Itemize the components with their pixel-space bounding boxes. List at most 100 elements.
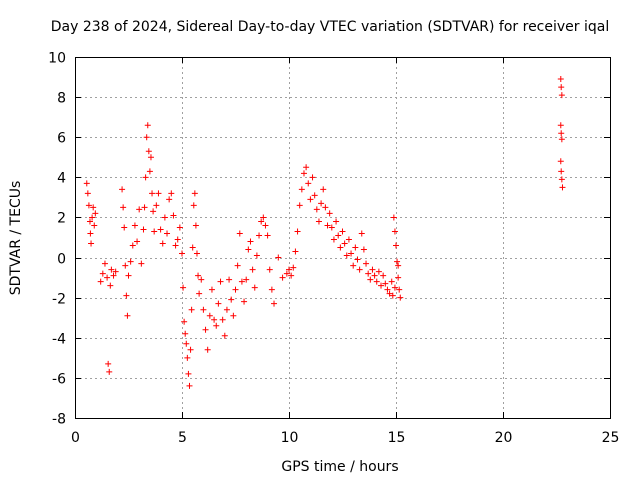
data-point — [104, 274, 111, 281]
data-point — [164, 230, 171, 237]
data-point — [97, 278, 104, 285]
data-point — [179, 250, 185, 257]
data-point — [391, 228, 398, 235]
data-point — [87, 230, 94, 237]
x-tick-label: 20 — [495, 430, 513, 446]
data-point — [558, 84, 565, 91]
data-point — [200, 306, 207, 313]
data-point — [271, 300, 278, 307]
data-point — [378, 282, 385, 289]
data-point — [330, 236, 337, 243]
data-point — [219, 316, 226, 323]
data-point — [105, 360, 112, 367]
data-point — [153, 202, 160, 209]
y-tick-label: -8 — [52, 412, 66, 428]
data-point — [141, 204, 148, 211]
data-point — [360, 246, 367, 253]
data-point — [145, 148, 152, 155]
y-gridlines — [75, 97, 610, 379]
data-point — [232, 286, 239, 293]
data-point — [157, 226, 164, 233]
data-point — [202, 326, 209, 333]
data-point — [343, 252, 350, 259]
data-point — [388, 278, 395, 285]
data-point — [92, 210, 99, 217]
data-point — [558, 136, 565, 143]
data-point — [170, 212, 177, 219]
data-point — [183, 340, 190, 347]
data-point — [127, 258, 134, 265]
data-point — [335, 232, 342, 239]
data-point — [195, 272, 202, 279]
data-point — [206, 312, 213, 319]
data-point — [88, 240, 95, 247]
data-point — [185, 370, 192, 377]
data-point — [221, 332, 228, 339]
data-point — [122, 262, 129, 269]
x-tick-label: 10 — [281, 430, 299, 446]
data-point — [150, 208, 157, 215]
data-point — [345, 236, 352, 243]
chart-title: Day 238 of 2024, Sidereal Day-to-day VTE… — [51, 19, 609, 35]
data-point — [91, 222, 98, 229]
data-point — [146, 168, 153, 175]
data-point — [382, 280, 389, 287]
data-point — [253, 252, 260, 259]
data-point — [384, 286, 391, 293]
data-point — [247, 238, 254, 245]
data-point — [249, 266, 256, 273]
data-point — [223, 306, 230, 313]
data-point — [256, 232, 263, 239]
data-point — [151, 228, 158, 235]
data-point — [101, 260, 108, 267]
data-point — [198, 276, 205, 283]
data-point — [559, 184, 566, 191]
data-point — [558, 176, 565, 183]
data-point — [215, 300, 222, 307]
data-point — [279, 274, 286, 281]
data-point — [264, 232, 271, 239]
data-point — [324, 222, 331, 229]
y-axis-ticks: -8 -6 -4 -2 0 2 4 6 8 10 — [48, 51, 610, 428]
x-tick-label: 5 — [178, 430, 187, 446]
data-point — [298, 186, 305, 193]
y-tick-label: 4 — [57, 171, 66, 187]
data-point — [107, 282, 114, 289]
data-point — [138, 260, 145, 267]
data-point — [352, 244, 359, 251]
data-point — [339, 228, 346, 235]
data-points — [83, 76, 566, 389]
data-point — [557, 122, 564, 129]
data-point — [315, 218, 322, 225]
data-point — [85, 202, 92, 209]
data-point — [309, 174, 316, 181]
x-axis-ticks: 0 5 10 15 20 25 — [71, 57, 619, 446]
data-point — [90, 204, 97, 211]
data-point — [228, 296, 235, 303]
data-point — [367, 276, 374, 283]
data-point — [226, 276, 233, 283]
y-tick-label: -4 — [52, 332, 66, 348]
data-point — [230, 312, 237, 319]
data-point — [140, 226, 147, 233]
data-point — [83, 180, 90, 187]
data-point — [184, 354, 191, 361]
data-point — [161, 214, 168, 221]
data-point — [119, 186, 126, 193]
data-point — [84, 190, 91, 197]
data-point — [296, 202, 303, 209]
data-point — [121, 224, 128, 231]
data-point — [557, 76, 564, 83]
data-point — [149, 190, 156, 197]
data-point — [286, 266, 292, 273]
data-point — [557, 158, 564, 165]
data-point — [303, 164, 310, 171]
data-point — [174, 236, 181, 243]
data-point — [389, 292, 396, 299]
data-point — [313, 206, 320, 213]
y-tick-label: 6 — [57, 131, 66, 147]
data-point — [390, 214, 397, 221]
data-point — [191, 190, 198, 197]
data-point — [396, 286, 403, 293]
